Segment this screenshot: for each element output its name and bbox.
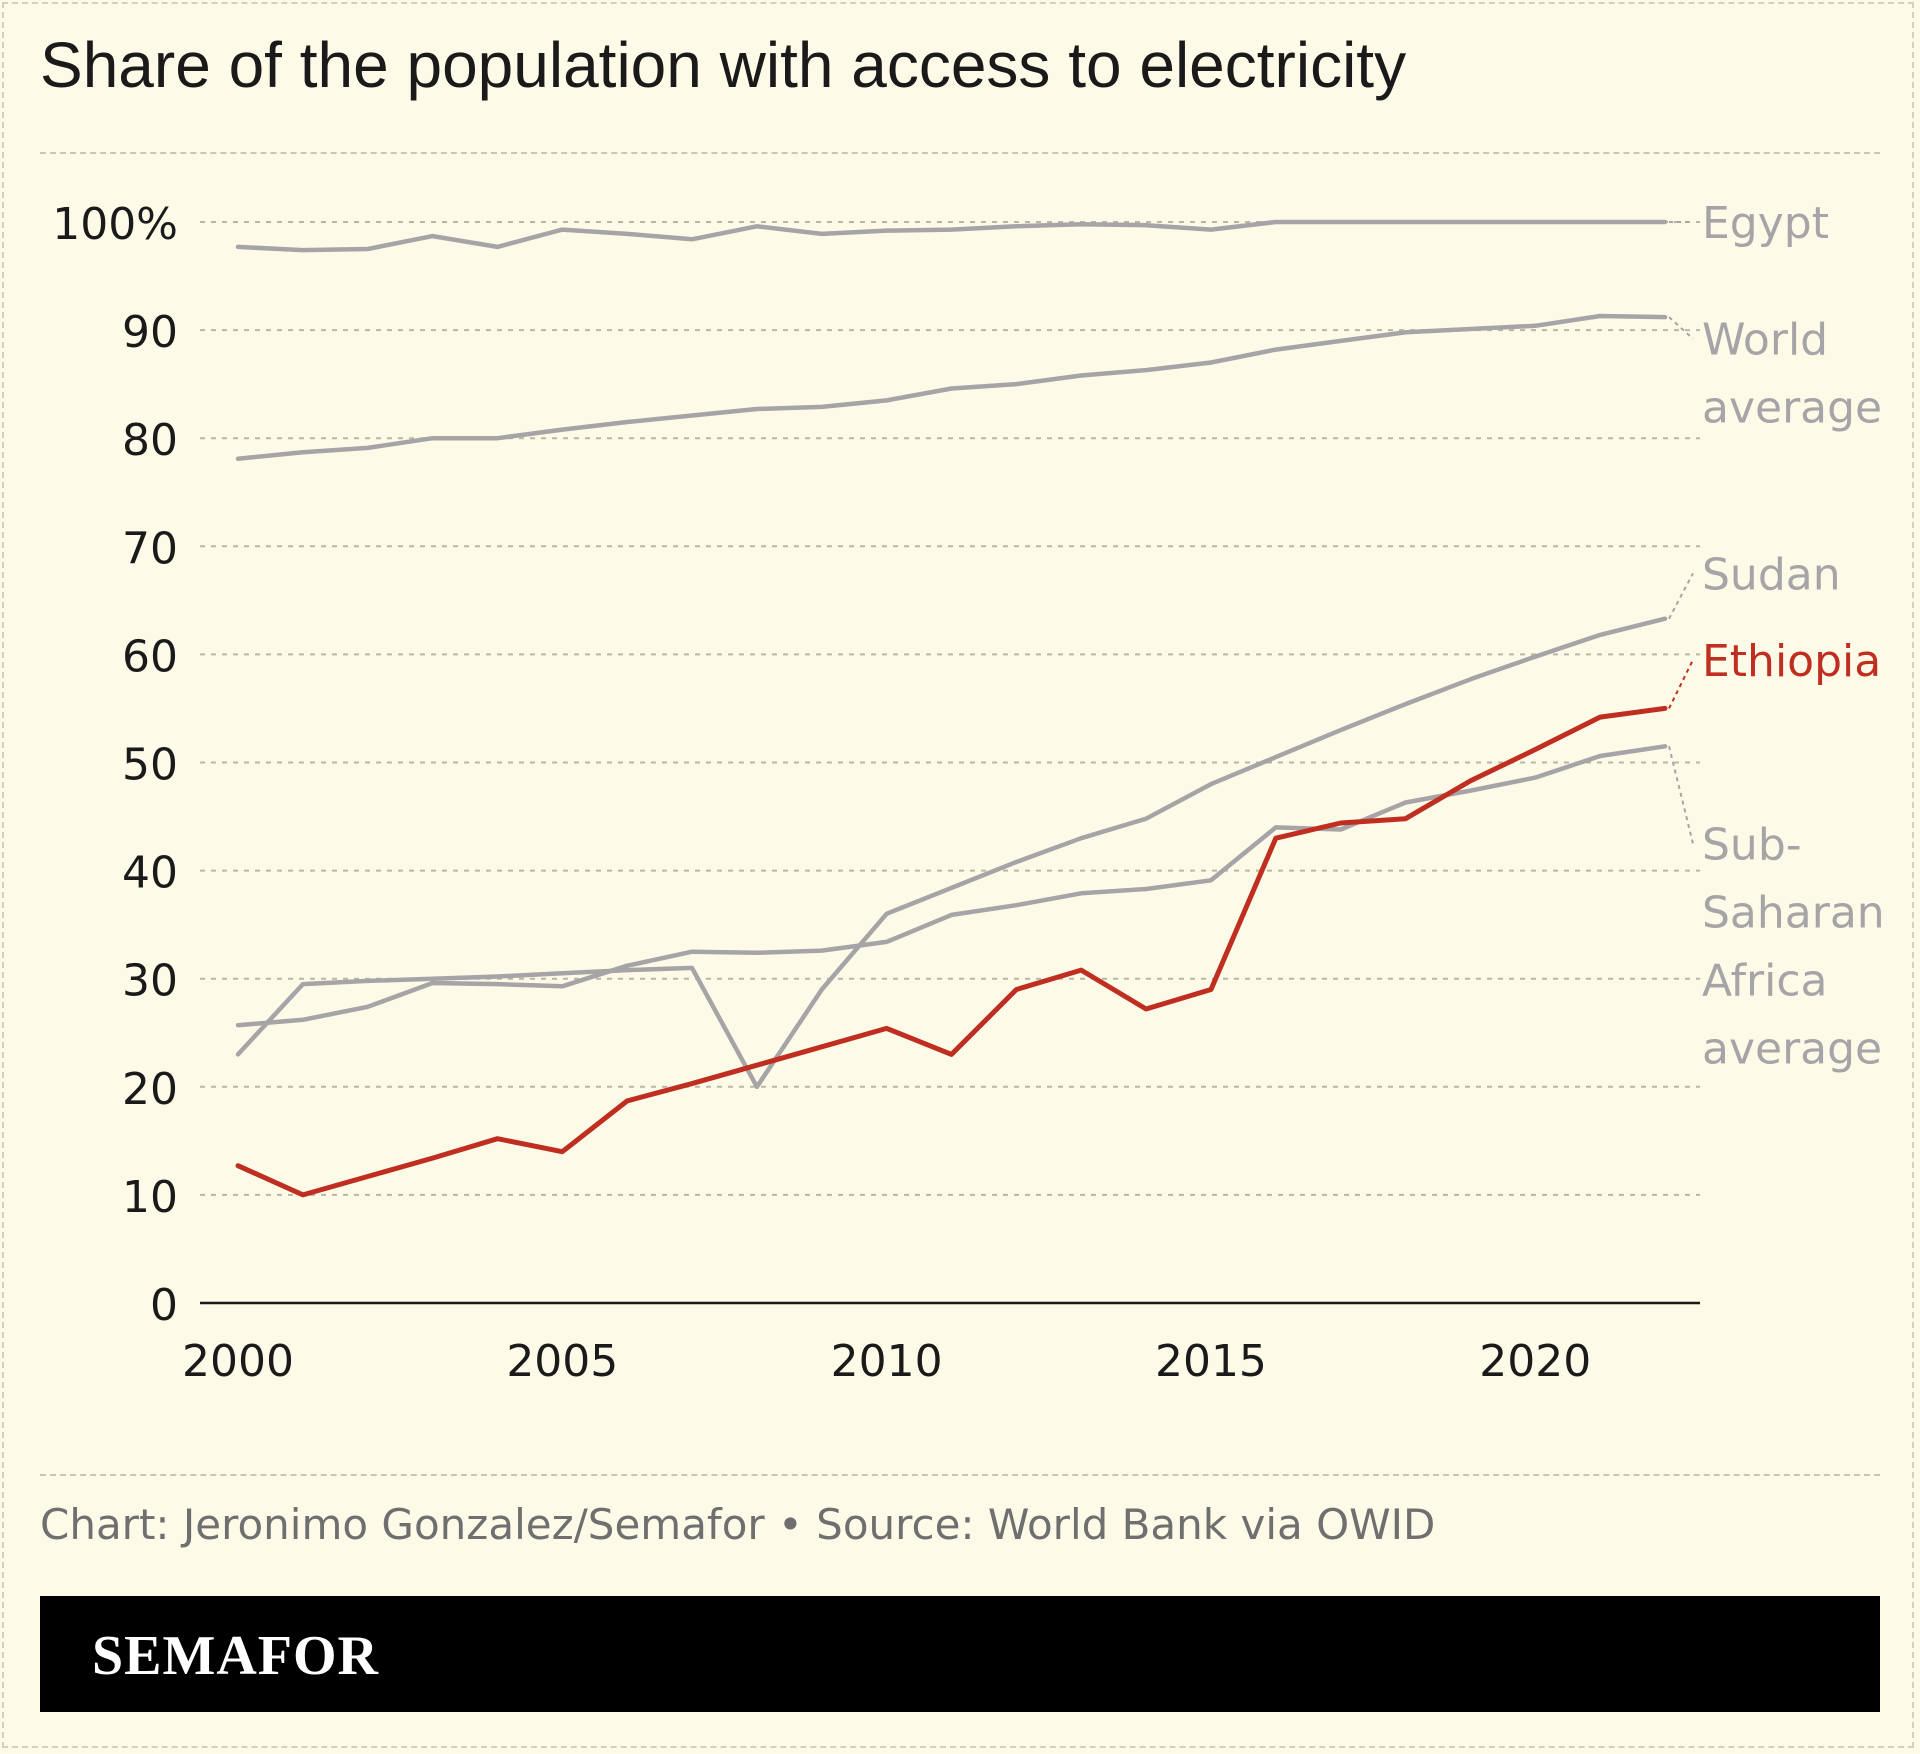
brand-bar: SEMAFOR — [40, 1596, 1880, 1712]
y-tick-label: 20 — [122, 1064, 178, 1115]
y-tick-label: 30 — [122, 956, 178, 1007]
series-line-sub-saharan-africa-average — [235, 744, 1668, 1028]
y-tick-label: 100% — [52, 199, 178, 250]
x-tick-label: 2010 — [831, 1336, 943, 1387]
grid-lines — [200, 221, 1700, 1305]
series-label-egypt: Egypt — [1702, 198, 1829, 249]
series-label-world-average: World average — [1702, 315, 1882, 434]
series-label-sub-saharan-africa-average: Sub-Saharan Africa average — [1702, 820, 1885, 1075]
label-leader-ethiopia — [1668, 659, 1694, 709]
label-leader-sub-saharan-africa-average — [1668, 746, 1694, 844]
x-tick-label: 2000 — [182, 1336, 294, 1387]
x-tick-label: 2020 — [1479, 1336, 1591, 1387]
series-labels: Egypt World average Sudan Sub-Saharan Africa a… — [1668, 198, 1885, 1075]
series-line-ethiopia — [235, 705, 1668, 1198]
y-tick-label: 80 — [122, 415, 178, 466]
series-line-sudan — [235, 616, 1668, 1090]
y-tick-label: 40 — [122, 848, 178, 899]
x-tick-label: 2005 — [506, 1336, 618, 1387]
y-tick-label: 0 — [150, 1280, 178, 1331]
series-lines — [235, 219, 1668, 1198]
chart-title: Share of the population with access to e… — [40, 29, 1407, 101]
y-axis: 0 10 20 30 40 50 60 70 80 90 100% — [52, 199, 178, 1331]
x-axis: 2000 2005 2010 2015 2020 — [182, 1336, 1591, 1387]
y-tick-label: 50 — [122, 740, 178, 791]
series-label-ethiopia: Ethiopia — [1702, 636, 1881, 687]
line-chart: 0 10 20 30 40 50 60 70 80 90 100% 2000 2005 2010 2015… — [52, 198, 1885, 1387]
top-divider — [40, 152, 1880, 154]
bottom-divider — [40, 1474, 1880, 1476]
semafor-logo: SEMAFOR — [92, 1625, 379, 1687]
series-line-egypt — [235, 219, 1668, 253]
y-tick-label: 90 — [122, 307, 178, 358]
label-leader-world-average — [1668, 316, 1694, 340]
series-line-world-average — [235, 313, 1668, 461]
label-leader-sudan — [1668, 572, 1694, 620]
y-tick-label: 10 — [122, 1172, 178, 1223]
chart-credit: Chart: Jeronimo Gonzalez/Semafor • Sourc… — [40, 1500, 1436, 1549]
series-label-sudan: Sudan — [1702, 549, 1841, 600]
y-tick-label: 60 — [122, 631, 178, 682]
y-tick-label: 70 — [122, 523, 178, 574]
x-tick-label: 2015 — [1155, 1336, 1267, 1387]
